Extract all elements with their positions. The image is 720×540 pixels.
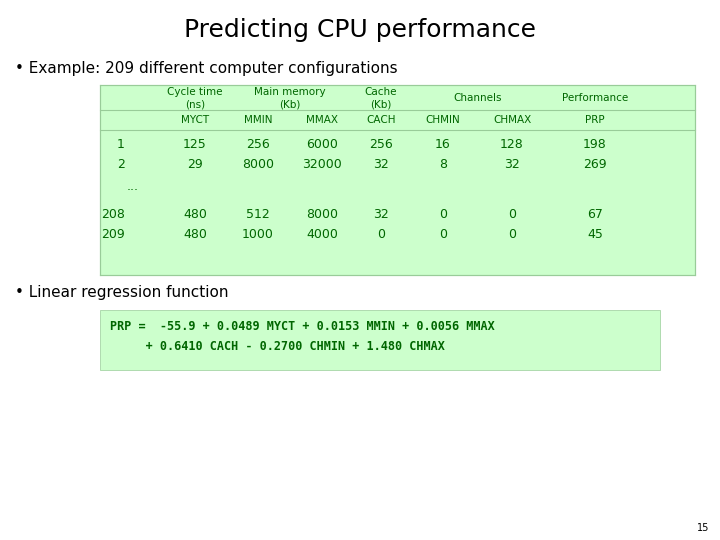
Text: 67: 67	[587, 208, 603, 221]
Text: 1000: 1000	[242, 228, 274, 241]
Text: 16: 16	[435, 138, 451, 151]
Text: 32: 32	[373, 159, 389, 172]
Text: • Linear regression function: • Linear regression function	[15, 285, 228, 300]
Text: 0: 0	[508, 228, 516, 241]
Text: 6000: 6000	[306, 138, 338, 151]
Text: 480: 480	[183, 208, 207, 221]
Text: CHMIN: CHMIN	[426, 115, 460, 125]
Text: 480: 480	[183, 228, 207, 241]
Text: 1: 1	[117, 138, 125, 151]
Text: 29: 29	[187, 159, 203, 172]
Text: Cache
(Kb): Cache (Kb)	[365, 87, 397, 109]
Text: Main memory
(Kb): Main memory (Kb)	[254, 87, 326, 109]
Text: • Example: 209 different computer configurations: • Example: 209 different computer config…	[15, 60, 397, 76]
Text: CACH: CACH	[366, 115, 396, 125]
Text: Cycle time
(ns): Cycle time (ns)	[167, 87, 222, 109]
Text: 0: 0	[508, 208, 516, 221]
Text: 0: 0	[439, 228, 447, 241]
Text: 128: 128	[500, 138, 524, 151]
Text: 32: 32	[504, 159, 520, 172]
Text: 256: 256	[369, 138, 393, 151]
Text: MYCT: MYCT	[181, 115, 209, 125]
Text: 8: 8	[439, 159, 447, 172]
Text: + 0.6410 CACH - 0.2700 CHMIN + 1.480 CHMAX: + 0.6410 CACH - 0.2700 CHMIN + 1.480 CHM…	[110, 341, 445, 354]
Text: 8000: 8000	[306, 208, 338, 221]
Text: 15: 15	[697, 523, 709, 533]
Text: Performance: Performance	[562, 93, 628, 103]
Text: 32000: 32000	[302, 159, 342, 172]
Text: MMAX: MMAX	[306, 115, 338, 125]
Text: PRP =  -55.9 + 0.0489 MYCT + 0.0153 MMIN + 0.0056 MMAX: PRP = -55.9 + 0.0489 MYCT + 0.0153 MMIN …	[110, 321, 495, 334]
Text: CHMAX: CHMAX	[493, 115, 531, 125]
Text: Predicting CPU performance: Predicting CPU performance	[184, 18, 536, 42]
Text: 269: 269	[583, 159, 607, 172]
FancyBboxPatch shape	[100, 310, 660, 370]
Text: PRP: PRP	[585, 115, 605, 125]
Text: 4000: 4000	[306, 228, 338, 241]
Text: 8000: 8000	[242, 159, 274, 172]
Text: 2: 2	[117, 159, 125, 172]
Text: 208: 208	[101, 208, 125, 221]
Text: 125: 125	[183, 138, 207, 151]
Text: 45: 45	[587, 228, 603, 241]
Text: Channels: Channels	[454, 93, 502, 103]
Text: 0: 0	[439, 208, 447, 221]
Text: ...: ...	[127, 179, 139, 192]
Text: 256: 256	[246, 138, 270, 151]
Text: 32: 32	[373, 208, 389, 221]
Text: 0: 0	[377, 228, 385, 241]
FancyBboxPatch shape	[100, 85, 695, 275]
Text: 209: 209	[102, 228, 125, 241]
Text: MMIN: MMIN	[244, 115, 272, 125]
Text: 512: 512	[246, 208, 270, 221]
Text: 198: 198	[583, 138, 607, 151]
